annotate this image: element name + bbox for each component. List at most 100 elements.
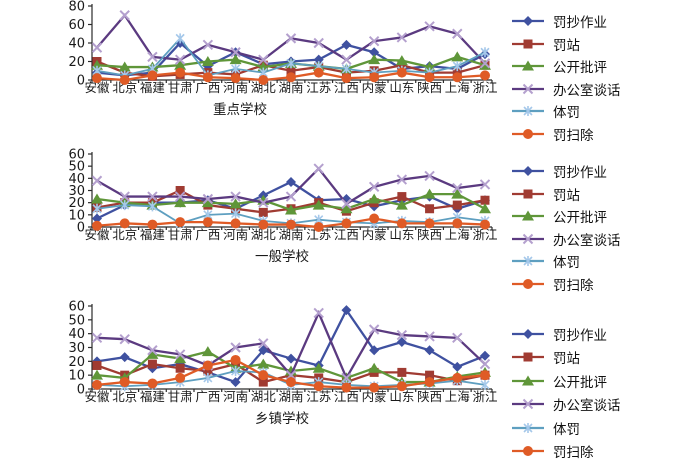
legend-marker-circle-icon	[512, 278, 544, 289]
data-point-marker	[341, 218, 352, 229]
legend-item: 办公室谈话	[510, 78, 700, 101]
data-point-marker	[175, 33, 185, 44]
legend-item: 罚扫除	[510, 273, 700, 296]
data-point-marker	[523, 278, 533, 289]
data-point-marker	[92, 73, 102, 84]
x-category-label: 浙江	[472, 80, 497, 95]
x-category-label: 山东	[389, 227, 414, 242]
legend-item: 体罚	[510, 416, 700, 440]
x-category-label: 内蒙	[362, 389, 387, 404]
legend-item: 罚抄作业	[510, 10, 700, 33]
legend-regular-school: 罚抄作业 罚站 公开批评 办公室谈话 体罚 罚扫除	[500, 148, 700, 296]
y-tick-label: 20	[68, 196, 85, 211]
data-point-marker	[91, 175, 103, 186]
x-category-label: 福建	[140, 389, 166, 404]
y-tick-label: 60	[68, 300, 85, 315]
legend-item: 体罚	[510, 100, 700, 123]
x-category-label: 广西	[195, 227, 220, 242]
data-point-marker	[396, 336, 407, 347]
x-category-label: 浙江	[472, 227, 497, 242]
legend-item: 罚站	[510, 346, 700, 370]
data-point-marker	[286, 66, 296, 76]
data-point-marker	[396, 32, 408, 43]
data-point-marker	[175, 186, 185, 195]
data-point-marker	[230, 354, 241, 365]
data-point-marker	[480, 195, 490, 205]
data-point-marker	[479, 58, 491, 69]
x-category-label: 江苏	[306, 389, 331, 404]
legend-label: 罚抄作业	[553, 165, 607, 182]
legend-label: 公开批评	[553, 374, 607, 391]
data-point-marker	[341, 305, 352, 316]
x-category-label: 河南	[223, 389, 248, 404]
chart-title: 重点学校	[213, 101, 267, 118]
data-point-marker	[368, 193, 381, 204]
data-point-marker	[522, 83, 534, 94]
y-tick-label: 10	[68, 369, 85, 384]
data-point-marker	[522, 375, 534, 386]
data-point-marker	[395, 55, 408, 66]
x-category-label: 上海	[445, 227, 471, 242]
data-point-marker	[286, 176, 296, 187]
data-point-marker	[452, 361, 463, 372]
data-point-marker	[119, 333, 130, 345]
legend-marker-star-icon	[512, 422, 544, 433]
data-point-marker	[397, 192, 407, 202]
legend-item: 公开批评	[510, 55, 700, 78]
data-point-marker	[480, 70, 490, 81]
legend-marker-diamond-icon	[512, 16, 544, 27]
x-axis-labels: 安徽 北京 福建 甘肃 广西 河南 湖北 湖南 江苏 江西 内蒙 山东 陕西 上海 浙江	[84, 227, 497, 242]
data-point-marker	[202, 193, 214, 205]
data-point-marker	[285, 33, 297, 44]
data-point-marker	[451, 51, 464, 62]
axes	[88, 152, 493, 230]
x-category-label: 福建	[140, 80, 166, 95]
data-point-marker	[340, 203, 353, 214]
data-point-marker	[397, 60, 407, 70]
x-category-label: 湖南	[278, 227, 303, 242]
x-category-label: 湖北	[251, 389, 277, 404]
data-point-marker	[147, 201, 157, 212]
data-point-marker	[479, 203, 491, 214]
data-point-marker	[92, 220, 102, 231]
x-category-label: 安徽	[84, 80, 110, 95]
data-point-marker	[523, 39, 533, 49]
y-tick-label: 0	[77, 383, 85, 398]
legend-label: 罚站	[553, 37, 580, 54]
legend-label: 罚扫除	[553, 277, 594, 294]
data-point-marker	[424, 21, 435, 32]
data-point-marker	[201, 346, 214, 357]
x-category-label: 陕西	[417, 80, 442, 95]
data-point-marker	[258, 197, 269, 208]
data-point-marker	[396, 174, 408, 185]
data-point-marker	[523, 422, 533, 433]
data-point-marker	[286, 72, 296, 83]
legend-key-school: 罚抄作业 罚站 公开批评 办公室谈话 体罚 罚扫除	[500, 0, 700, 148]
x-category-label: 湖北	[251, 80, 277, 95]
data-point-marker	[523, 352, 533, 362]
series-罚扫除	[92, 213, 490, 232]
data-point-marker	[368, 181, 380, 193]
data-point-marker	[452, 28, 463, 39]
data-point-marker	[91, 42, 103, 53]
legend-label: 罚抄作业	[553, 15, 607, 32]
data-point-marker	[286, 58, 296, 69]
x-category-label: 甘肃	[168, 389, 193, 404]
data-point-marker	[258, 75, 269, 85]
data-point-marker	[231, 63, 241, 74]
y-tick-label: 10	[68, 208, 85, 223]
data-point-marker	[424, 72, 435, 83]
data-point-marker	[230, 218, 241, 229]
x-category-label: 北京	[112, 80, 137, 95]
x-category-label: 安徽	[84, 389, 110, 404]
chart-township-school: 0102030405060安徽 北京 福建 甘肃 广西 河南 湖北 湖南 江苏 江西 内蒙 山东 陕西上…	[68, 300, 497, 428]
x-category-label: 湖北	[251, 227, 277, 242]
data-point-marker	[119, 75, 130, 85]
data-point-marker	[522, 233, 534, 244]
data-point-marker	[523, 446, 533, 457]
data-point-marker	[480, 370, 490, 381]
data-point-marker	[119, 377, 130, 388]
series-罚扫除	[92, 354, 490, 393]
data-point-marker	[522, 210, 534, 221]
